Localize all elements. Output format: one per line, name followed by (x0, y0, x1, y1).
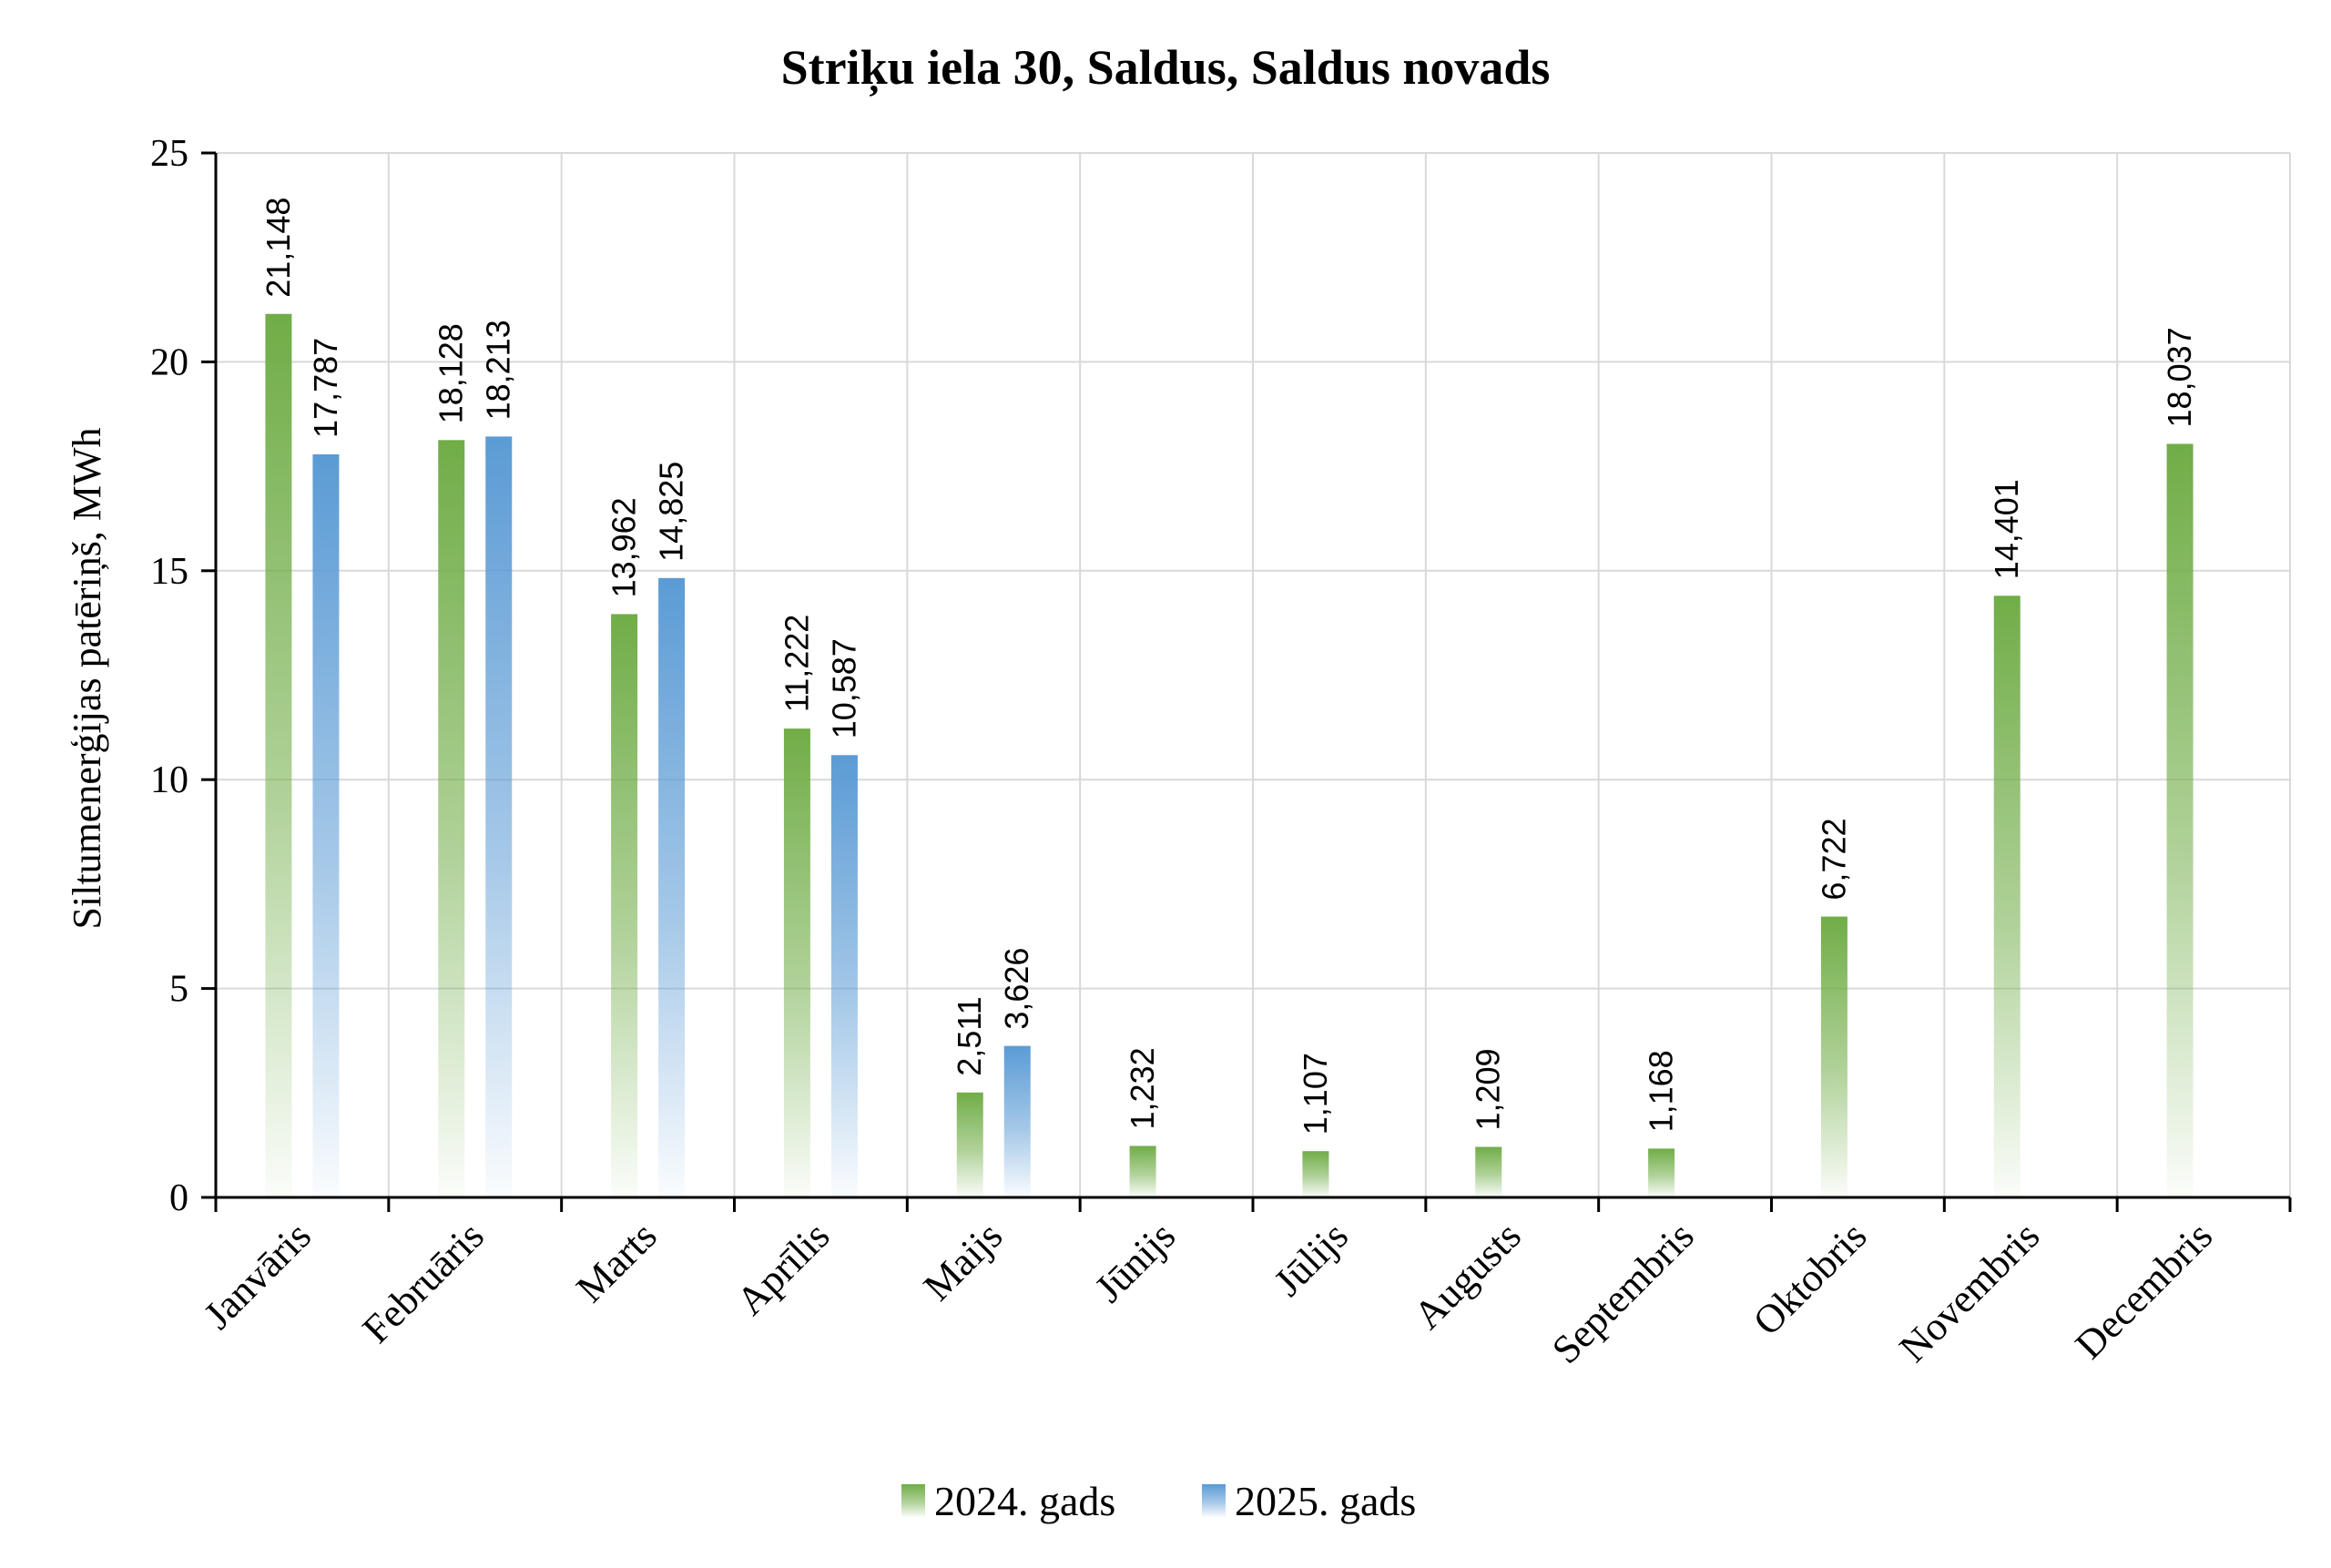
data-label: 14,401 (1988, 479, 2025, 579)
bar-2025-2 (658, 577, 686, 1197)
data-label: 18,213 (480, 320, 517, 420)
y-tick-label: 25 (150, 133, 188, 175)
x-category-label: Marts (567, 1213, 665, 1310)
y-tick-label: 10 (150, 759, 188, 801)
x-category-label: Maijs (915, 1213, 1012, 1309)
data-label: 2,511 (951, 996, 988, 1075)
data-label: 11,222 (778, 615, 815, 712)
x-category-label: Janvāris (195, 1213, 320, 1338)
data-label: 17,787 (307, 338, 344, 438)
data-label: 1,209 (1470, 1048, 1507, 1130)
bars (265, 313, 2194, 1198)
data-label: 10,587 (825, 638, 862, 738)
y-tick-label: 0 (169, 1177, 188, 1219)
data-label: 1,168 (1643, 1050, 1680, 1132)
bar-2024-4 (956, 1092, 983, 1197)
chart-title: Striķu iela 30, Saldus, Saldus novads (781, 40, 1551, 97)
x-category-label: Jūlijs (1266, 1213, 1357, 1304)
bar-2024-8 (1648, 1148, 1675, 1197)
bar-2024-7 (1475, 1146, 1502, 1197)
x-category-label: Oktobris (1745, 1213, 1876, 1344)
x-category-label: Decembris (2067, 1213, 2221, 1367)
y-axis-label: Siltumenerģijas patēriņš, MWh (65, 427, 109, 929)
bar-2024-1 (438, 440, 465, 1197)
data-label: 1,107 (1297, 1053, 1334, 1135)
y-tick-label: 20 (150, 341, 188, 383)
x-category-label: Augusts (1405, 1213, 1530, 1338)
data-label: 18,037 (2161, 327, 2198, 427)
x-category-label: Septembris (1543, 1213, 1703, 1372)
bar-2025-3 (830, 755, 858, 1197)
data-label: 21,148 (260, 198, 297, 298)
bar-2024-11 (2166, 443, 2194, 1198)
data-label: 1,232 (1124, 1047, 1161, 1129)
bar-2024-10 (1993, 596, 2021, 1197)
x-category-label: Aprīlis (728, 1213, 838, 1323)
bar-2025-4 (1003, 1045, 1031, 1197)
x-category-label: Jūnijs (1086, 1213, 1184, 1310)
legend-label: 2025. gads (1235, 1478, 1416, 1524)
bar-2024-5 (1129, 1145, 1156, 1197)
data-label: 13,962 (606, 497, 643, 597)
data-label: 18,128 (433, 323, 470, 423)
data-label: 6,722 (1815, 819, 1852, 901)
gridlines (216, 152, 2291, 1197)
x-category-label: Novembris (1890, 1213, 2048, 1370)
data-labels: 21,148 18,128 13,962 11,222 2,511 1,232 1,107 1… (260, 198, 2198, 1135)
x-category-label: Februāris (354, 1213, 493, 1351)
legend-swatch (1202, 1484, 1226, 1517)
bar-2025-0 (312, 453, 340, 1197)
y-tick-label: 5 (169, 969, 188, 1011)
bar-2024-0 (265, 313, 292, 1198)
data-label: 14,825 (653, 462, 690, 562)
data-label: 3,626 (998, 948, 1035, 1030)
bar-2025-1 (485, 436, 513, 1197)
legend-swatch (901, 1484, 925, 1517)
legend: 2024. gads 2025. gads (901, 1478, 1416, 1524)
y-tick-label: 15 (150, 551, 188, 593)
bar-2024-2 (611, 614, 638, 1197)
bar-2024-6 (1302, 1151, 1329, 1197)
bar-2024-3 (783, 728, 810, 1197)
bar-2024-9 (1820, 916, 1847, 1197)
axes: 0 5 10 15 20 25 Janvāris Februāris Marts Aprīlis M… (150, 133, 2292, 1372)
legend-label: 2024. gads (934, 1478, 1115, 1524)
